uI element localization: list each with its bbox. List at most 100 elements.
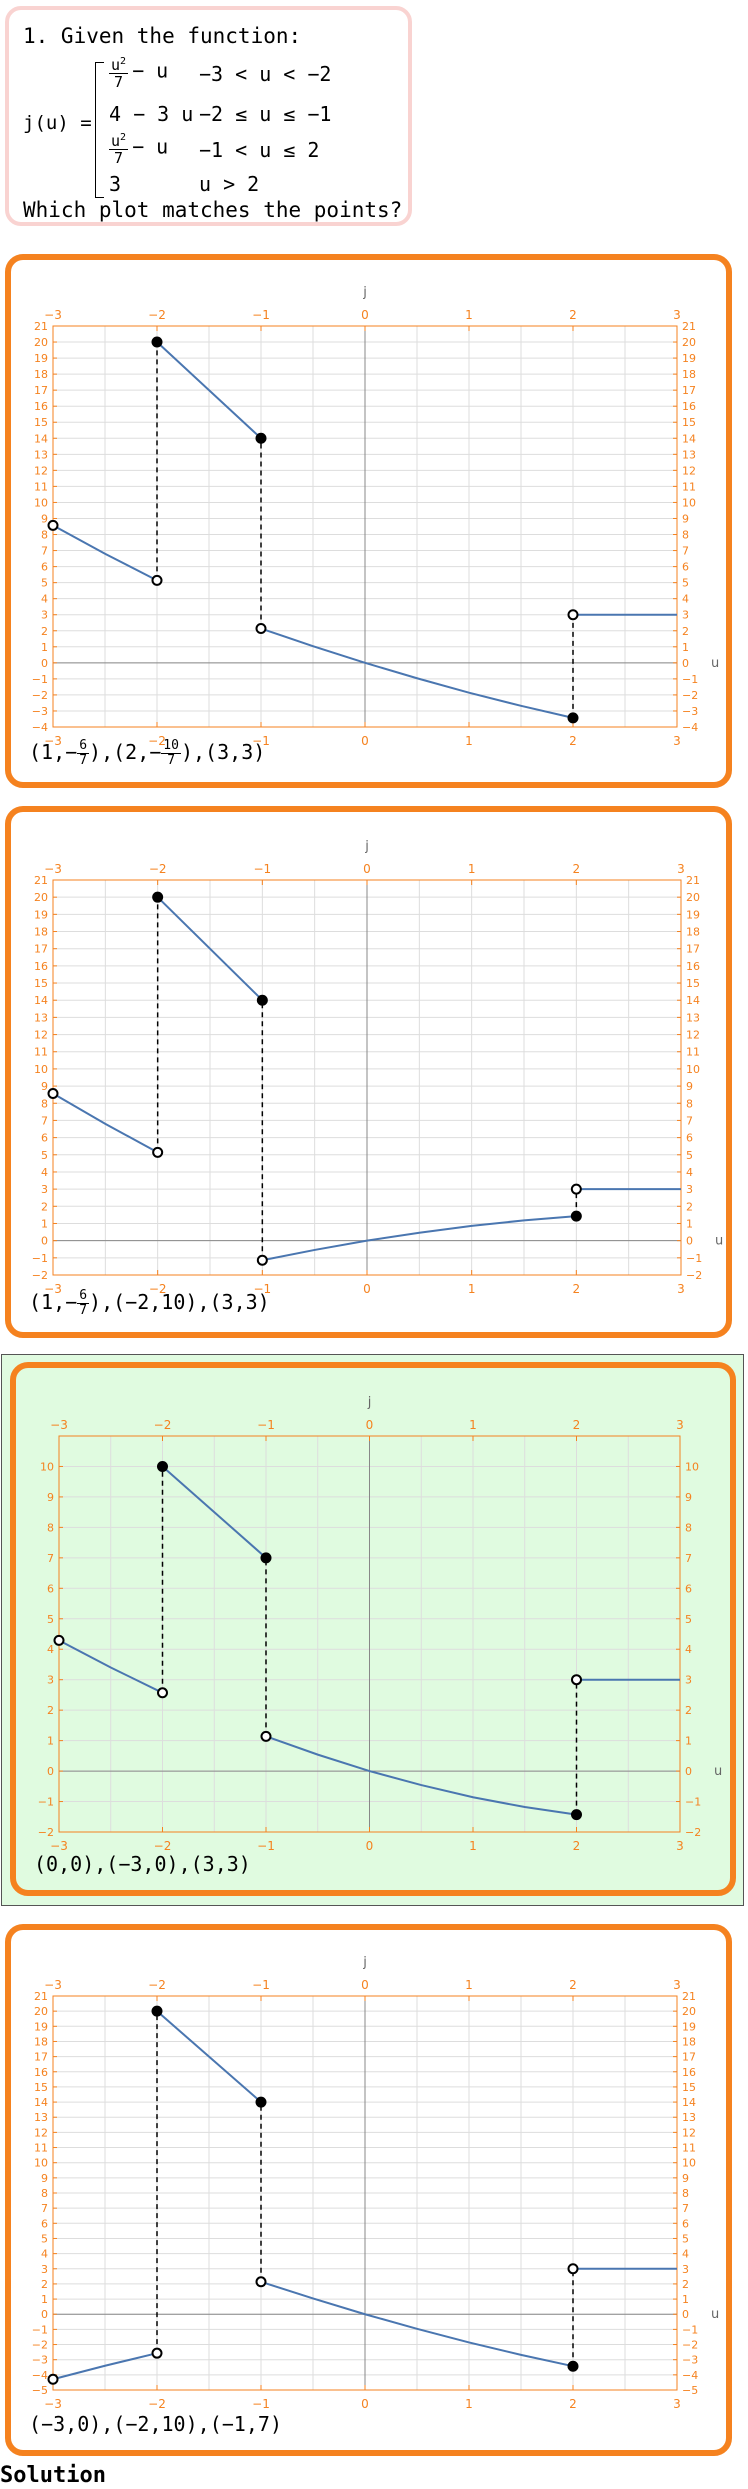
- question-number: 1. Given the function:: [23, 24, 302, 48]
- point-coordinate: 3: [226, 1852, 239, 1876]
- option-1-points-label: (1,− 6 7),(2,− 10 7),(3,3): [29, 738, 266, 768]
- y-tick-label-left: 12: [34, 464, 48, 477]
- point-coordinate: −3: [41, 2412, 66, 2436]
- x-axis-label: u: [711, 656, 719, 671]
- open-point: [260, 1730, 272, 1742]
- answer-option-3[interactable]: −3 −3 −2 −2 −1 −1 0 0 1 1 2 2 3 3 −2 −2 −1 −1 0 0 1 1 2 2 3 3 4 4 5 5…: [10, 1362, 736, 1896]
- series-line-2: [156, 896, 264, 1001]
- x-tick-label-bottom: 3: [677, 1282, 685, 1296]
- y-tick-label-right: 2: [686, 1200, 693, 1213]
- y-tick-label-right: 2: [685, 1704, 692, 1717]
- x-tick-label-top: 2: [573, 862, 581, 876]
- y-tick-label-left: 5: [41, 1149, 48, 1162]
- y-axis-label: j: [367, 1395, 372, 1410]
- y-tick-label-left: 7: [41, 2202, 48, 2215]
- y-tick-label-right: 12: [682, 2126, 696, 2139]
- y-tick-label-right: 2: [682, 2278, 689, 2291]
- y-tick-label-right: 6: [685, 1582, 692, 1595]
- y-tick-label-left: 20: [34, 336, 48, 349]
- closed-point: [260, 1552, 272, 1564]
- x-tick-label-bottom: 2: [573, 1839, 581, 1853]
- y-tick-label-left: 5: [41, 577, 48, 590]
- y-tick-label-left: 7: [47, 1552, 54, 1565]
- y-tick-label-left: 19: [34, 2020, 48, 2033]
- y-tick-label-right: 6: [686, 1132, 693, 1145]
- y-tick-label-right: 17: [682, 2051, 696, 2064]
- answer-option-2[interactable]: −3 −3 −2 −2 −1 −1 0 0 1 1 2 2 3 3 −2 −2 −1 −1 0 0 1 1 2 2 3 3 4 4 5 5…: [5, 806, 732, 1338]
- case-1-condition: −3 < u < −2: [199, 62, 332, 86]
- x-tick-label-bottom: −3: [44, 2397, 62, 2411]
- y-tick-label-right: 12: [682, 464, 696, 477]
- y-tick-label-right: 10: [682, 2157, 696, 2170]
- y-tick-label-right: 5: [682, 2232, 689, 2245]
- closed-point: [570, 1210, 582, 1222]
- fraction-value: −6 7: [65, 1288, 90, 1318]
- open-point: [151, 2347, 163, 2359]
- y-tick-label-right: 3: [682, 2263, 689, 2276]
- y-tick-label-left: 17: [34, 384, 48, 397]
- y-tick-label-right: 11: [682, 2142, 696, 2155]
- y-tick-label-right: 8: [682, 2187, 689, 2200]
- answer-option-1[interactable]: −3 −3 −2 −2 −1 −1 0 0 1 1 2 2 3 3 −4 −4 −3 −3 −2 −2 −1 −1 0 0 1 1…: [5, 254, 732, 788]
- series-line-1: [52, 524, 158, 582]
- y-tick-label-right: 8: [685, 1521, 692, 1534]
- open-point: [571, 1674, 582, 1686]
- x-tick-label-bottom: −3: [50, 1839, 68, 1853]
- function-lhs: j(u) =: [23, 112, 92, 134]
- option-2-points-label: (1,− 6 7),(−2,10),(3,3): [29, 1288, 270, 1318]
- option-3-points-label: (0,0),(−3,0),(3,3): [34, 1852, 251, 1876]
- y-tick-label-right: 17: [686, 943, 700, 956]
- point-coordinate: 0: [77, 2412, 90, 2436]
- y-tick-label-right: 9: [686, 1080, 693, 1093]
- y-tick-label-right: 1: [685, 1735, 692, 1748]
- x-tick-label-top: −1: [252, 308, 270, 322]
- closed-point: [256, 994, 268, 1006]
- y-tick-label-right: 7: [682, 2202, 689, 2215]
- fraction-denominator: 7: [79, 1303, 88, 1318]
- x-tick-label-bottom: −1: [252, 734, 270, 748]
- x-tick-label-top: 3: [677, 862, 685, 876]
- y-axis-label: j: [364, 839, 369, 854]
- open-point: [47, 519, 59, 531]
- y-tick-label-right: 4: [682, 2248, 689, 2261]
- case-3-den: 7: [114, 149, 124, 167]
- closed-point: [157, 1460, 168, 1472]
- y-tick-label-right: 9: [682, 512, 689, 525]
- x-axis-label: u: [714, 1764, 722, 1779]
- x-tick-label-top: 1: [465, 308, 473, 322]
- y-tick-label-left: −5: [32, 2384, 48, 2397]
- open-point: [567, 2263, 579, 2275]
- y-tick-label-left: 19: [34, 352, 48, 365]
- y-tick-label-right: 0: [686, 1235, 693, 1248]
- y-tick-label-right: 15: [682, 2081, 696, 2094]
- y-tick-label-left: 5: [41, 2232, 48, 2245]
- y-tick-label-left: 6: [41, 561, 48, 574]
- y-tick-label-right: 9: [682, 2172, 689, 2185]
- open-point: [151, 574, 163, 586]
- open-point: [567, 609, 579, 621]
- series-line-3: [260, 627, 574, 719]
- open-point: [47, 2373, 59, 2385]
- case-2: 4 − 3 u: [109, 102, 194, 126]
- y-tick-label-left: 10: [34, 1063, 48, 1076]
- closed-point: [255, 432, 267, 444]
- x-tick-label-top: 1: [469, 1418, 477, 1432]
- y-tick-label-right: 20: [682, 2005, 696, 2018]
- y-tick-label-right: 16: [682, 2066, 696, 2079]
- x-axis-label: u: [711, 2307, 719, 2322]
- fraction-value: −10 7: [149, 738, 181, 768]
- question-prompt: Which plot matches the points?: [23, 198, 403, 222]
- y-tick-label-left: −4: [32, 2369, 48, 2382]
- x-tick-label-bottom: 3: [673, 734, 681, 748]
- x-tick-label-bottom: −1: [257, 1839, 275, 1853]
- x-tick-label-bottom: 1: [469, 1839, 477, 1853]
- point-coordinate: 3: [245, 1290, 258, 1314]
- x-tick-label-bottom: −3: [44, 734, 62, 748]
- y-tick-label-left: 0: [41, 2308, 48, 2321]
- x-tick-label-bottom: 2: [569, 2397, 577, 2411]
- x-tick-label-top: 1: [468, 862, 476, 876]
- answer-option-4[interactable]: −3 −3 −2 −2 −1 −1 0 0 1 1 2 2 3 3 −5 −5 −4 −4 −3 −3 −2 −2 −1 −1…: [5, 1924, 732, 2456]
